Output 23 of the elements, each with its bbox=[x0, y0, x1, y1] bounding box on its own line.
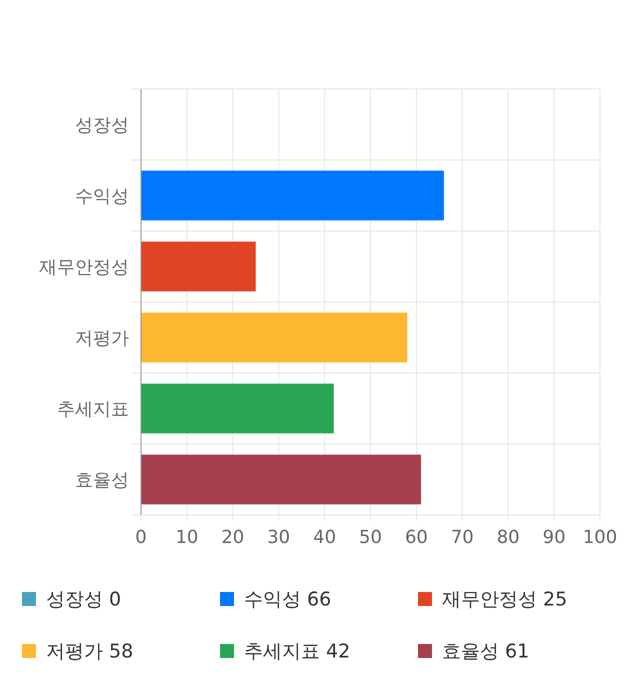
y-tick-label: 효율성 bbox=[75, 470, 129, 491]
y-tick-label: 저평가 bbox=[75, 328, 129, 349]
y-tick-label: 추세지표 bbox=[57, 398, 129, 420]
x-tick-label: 20 bbox=[221, 527, 244, 548]
x-tick-label: 80 bbox=[496, 527, 520, 548]
y-tick-label: 성장성 bbox=[75, 114, 129, 136]
legend-label: 재무안정성 25 bbox=[442, 588, 568, 611]
x-tick-label: 40 bbox=[313, 527, 336, 548]
x-tick-label: 100 bbox=[582, 527, 618, 548]
x-tick-label: 10 bbox=[175, 527, 198, 548]
y-tick-label: 재무안정성 bbox=[39, 256, 129, 278]
x-tick-label: 50 bbox=[359, 527, 382, 548]
legend-label: 추세지표 42 bbox=[244, 640, 350, 663]
x-tick-label: 70 bbox=[450, 527, 474, 548]
x-tick-label: 60 bbox=[404, 527, 428, 548]
legend-label: 수익성 66 bbox=[244, 588, 332, 611]
y-tick-label: 수익성 bbox=[75, 186, 129, 207]
x-tick-label: 30 bbox=[267, 527, 290, 548]
legend-label: 효율성 61 bbox=[442, 640, 530, 663]
legend-label: 저평가 58 bbox=[46, 640, 134, 663]
legend-label: 성장성 0 bbox=[46, 588, 122, 611]
x-tick-label: 0 bbox=[135, 527, 147, 548]
x-tick-label: 90 bbox=[542, 527, 566, 548]
